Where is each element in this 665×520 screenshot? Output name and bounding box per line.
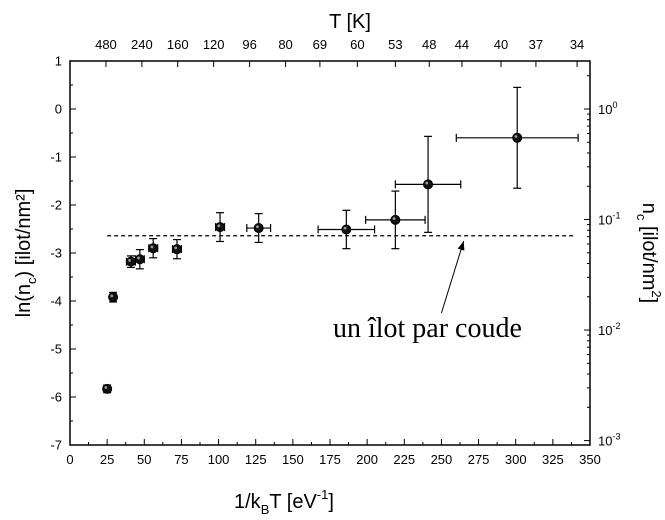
top-tick-label: 69 <box>313 37 327 52</box>
y-tick-label: -6 <box>50 390 62 405</box>
data-point <box>253 223 264 234</box>
data-point-highlight <box>150 245 154 249</box>
annotation-arrow <box>440 240 465 314</box>
x-axis-title: 1/kBT [eV-1] <box>234 487 334 517</box>
data-point-highlight <box>174 246 178 250</box>
data-point <box>102 383 113 394</box>
y-tick-label: 0 <box>55 102 62 117</box>
data-point <box>423 179 434 190</box>
data-point-highlight <box>425 181 429 185</box>
data-point-highlight <box>514 135 518 138</box>
x-tick-label: 200 <box>356 452 378 467</box>
y-tick-label: -3 <box>50 246 62 261</box>
top-axis-title: T [K] <box>329 11 371 33</box>
x-tick-label: 225 <box>393 452 415 467</box>
x-tick-label: 100 <box>208 452 230 467</box>
x-tick-label: 325 <box>542 452 564 467</box>
annotation-text: un îlot par coude <box>333 313 522 344</box>
data-point <box>512 132 523 143</box>
top-tick-label: 120 <box>203 37 225 52</box>
data-point-highlight <box>343 226 347 230</box>
data-point <box>215 222 226 233</box>
right-axis-ticks: 100 10-1 10-2 10-3 <box>584 75 620 449</box>
top-tick-label: 60 <box>350 37 364 52</box>
top-tick-label: 48 <box>422 37 436 52</box>
y-tick-label: -1 <box>50 150 62 165</box>
x-axis-ticks: 0 25 50 75 100 125 150 175 200 225 250 275 300 325 350 <box>66 439 601 467</box>
data-points <box>102 86 579 394</box>
data-point <box>171 244 182 255</box>
x-tick-label: 125 <box>245 452 267 467</box>
data-point <box>148 243 159 254</box>
top-tick-label: 96 <box>242 37 256 52</box>
data-point <box>341 224 352 235</box>
x-tick-label: 0 <box>66 452 73 467</box>
y-axis-ticks: -7 -6 -5 -4 -3 -2 -1 0 1 <box>50 54 76 453</box>
data-point-highlight <box>255 225 259 229</box>
x-tick-label: 175 <box>319 452 341 467</box>
annotation-arrowhead <box>457 241 465 251</box>
x-tick-label: 50 <box>137 452 151 467</box>
data-point-highlight <box>110 294 114 298</box>
data-point-highlight <box>137 256 140 260</box>
y-axis-title: ln(nc) [ilot/nm²] <box>13 189 39 318</box>
top-tick-label: 37 <box>529 37 543 52</box>
right-tick-label: 10-1 <box>598 211 620 228</box>
right-tick-label: 10-3 <box>598 432 620 449</box>
top-tick-label: 53 <box>388 37 402 52</box>
top-tick-label: 40 <box>494 37 508 52</box>
x-tick-label: 150 <box>282 452 304 467</box>
right-tick-label: 10-2 <box>598 321 620 338</box>
data-point <box>108 292 119 303</box>
top-tick-label: 34 <box>570 37 584 52</box>
y-tick-label: -5 <box>50 342 62 357</box>
y-tick-label: 1 <box>55 54 62 69</box>
data-point <box>125 256 136 267</box>
data-point-highlight <box>392 217 396 220</box>
data-point <box>390 214 401 225</box>
top-tick-label: 44 <box>455 37 469 52</box>
x-tick-label: 350 <box>579 452 601 467</box>
right-tick-label: 100 <box>598 100 617 117</box>
y-tick-label: -4 <box>50 294 62 309</box>
x-tick-label: 300 <box>505 452 527 467</box>
top-tick-label: 160 <box>167 37 189 52</box>
y-tick-label: -2 <box>50 198 62 213</box>
x-tick-label: 250 <box>431 452 453 467</box>
top-tick-label: 240 <box>131 37 153 52</box>
y-tick-label: -7 <box>50 438 62 453</box>
data-point-highlight <box>217 224 221 228</box>
x-tick-label: 25 <box>100 452 114 467</box>
top-tick-label: 480 <box>95 37 117 52</box>
right-axis-title: nc [ilot/nm2] <box>634 203 664 303</box>
plot-frame <box>69 60 591 446</box>
top-axis-ticks: 480 240 160 120 96 80 69 60 53 48 44 40 37 34 <box>95 37 584 67</box>
x-tick-label: 275 <box>468 452 490 467</box>
x-tick-label: 75 <box>174 452 188 467</box>
data-point-highlight <box>104 386 108 389</box>
data-point-highlight <box>128 258 132 262</box>
data-point <box>134 254 145 265</box>
top-tick-label: 80 <box>278 37 292 52</box>
